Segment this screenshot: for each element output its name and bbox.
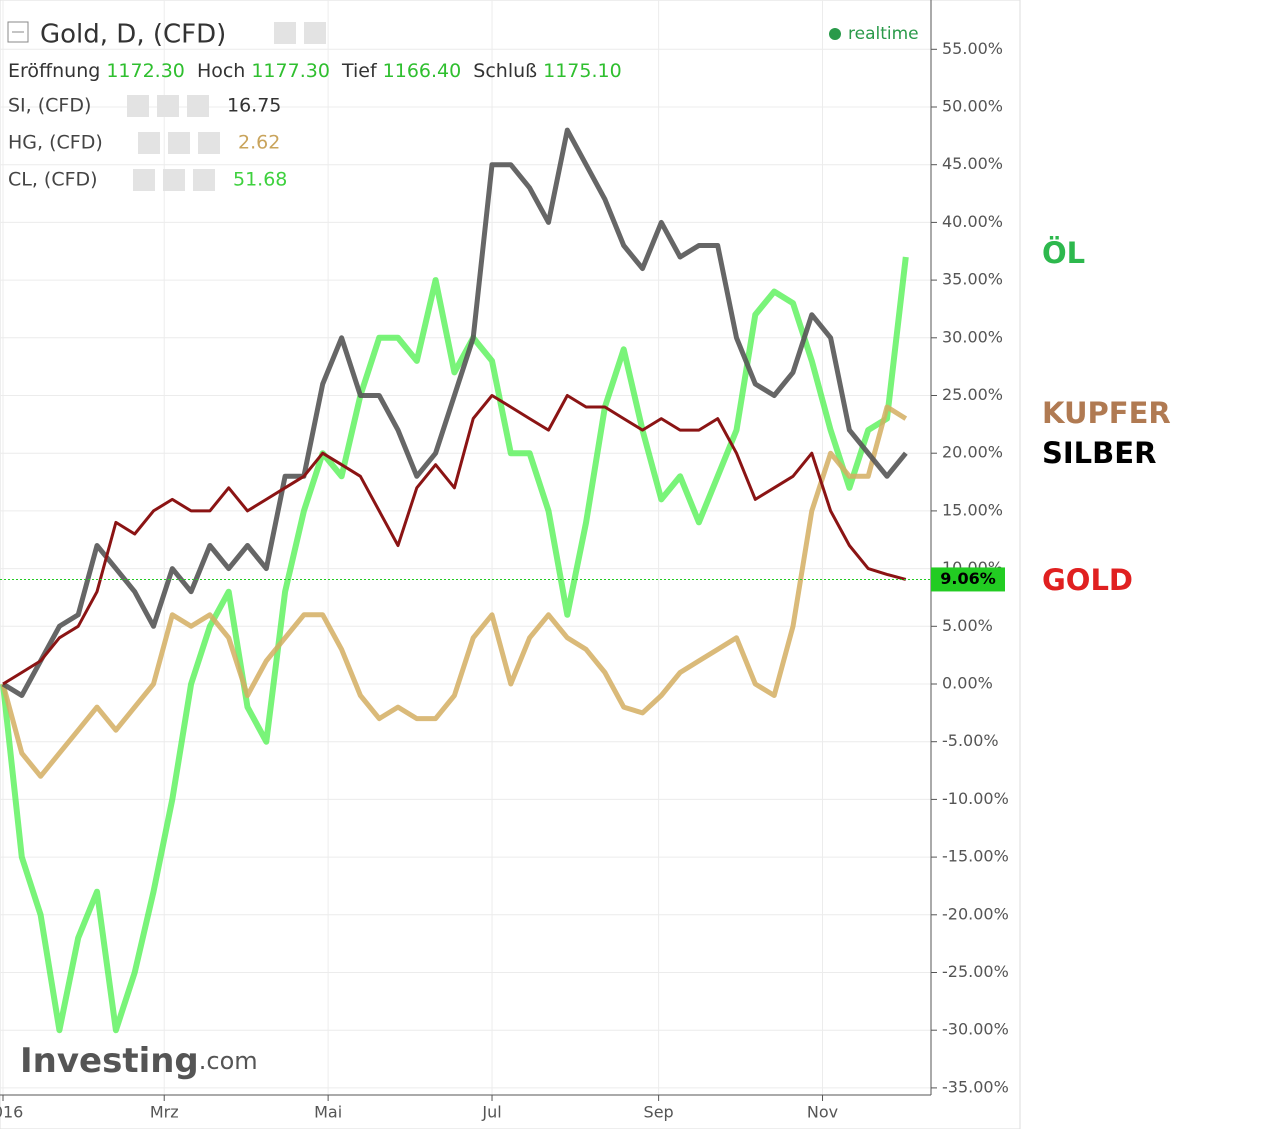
series-line [2, 394, 907, 686]
y-tick-label: -35.00% [942, 1077, 1009, 1096]
legend-label: SILBER [1042, 436, 1156, 470]
chart-title: Gold, D, (CFD) [40, 20, 226, 50]
legend-label: ÖL [1042, 236, 1085, 270]
y-tick-label: 5.00% [942, 616, 993, 635]
overlay-name: HG, (CFD) [8, 132, 103, 154]
overlay-icon[interactable] [168, 132, 190, 154]
status-dot [829, 28, 841, 40]
series-line [0, 404, 908, 779]
legend-label: KUPFER [1042, 396, 1171, 430]
eye-icon[interactable] [274, 22, 296, 44]
y-tick-label: 45.00% [942, 154, 1003, 173]
marker-label: 9.06% [940, 569, 996, 588]
ohlc-label: Tief [341, 60, 378, 82]
ohlc-value: 1177.30 [251, 60, 330, 82]
logo-suffix: .com [199, 1047, 258, 1075]
y-tick-label: -25.00% [942, 962, 1009, 981]
y-tick-label: -30.00% [942, 1020, 1009, 1039]
ohlc-value: 1166.40 [383, 60, 462, 82]
legend-label: GOLD [1042, 563, 1133, 597]
marker-box [931, 567, 1005, 592]
y-tick-label: 15.00% [942, 500, 1003, 519]
collapse-icon[interactable] [7, 21, 29, 43]
ohlc-value: 1172.30 [106, 60, 185, 82]
logo: Investing.com [20, 1041, 258, 1081]
ohlc-label: Eröffnung [8, 60, 100, 82]
y-tick-label: 35.00% [942, 270, 1003, 289]
y-tick-label: 30.00% [942, 327, 1003, 346]
y-tick-label: 55.00% [942, 39, 1003, 58]
overlay-icon[interactable] [157, 95, 179, 117]
ohlc-label: Schluß [473, 60, 537, 82]
y-tick-label: 40.00% [942, 212, 1003, 231]
overlay-value: 16.75 [227, 95, 281, 117]
overlay-name: CL, (CFD) [8, 169, 98, 191]
overlay-icon[interactable] [163, 169, 185, 191]
settings-icon[interactable] [304, 22, 326, 44]
x-tick-label: 2016 [0, 1103, 23, 1122]
overlay-icon[interactable] [133, 169, 155, 191]
ohlc-label: Hoch [197, 60, 245, 82]
overlay-icon[interactable] [187, 95, 209, 117]
y-tick-label: 20.00% [942, 443, 1003, 462]
y-tick-label: 25.00% [942, 385, 1003, 404]
y-tick-label: 0.00% [942, 674, 993, 693]
y-tick-label: -10.00% [942, 789, 1009, 808]
overlay-icon[interactable] [138, 132, 160, 154]
series-line [1, 127, 908, 698]
lines [0, 127, 930, 1034]
x-tick-label: Nov [807, 1103, 838, 1122]
overlays: SI, (CFD) 16.75 HG, (CFD) 2.62 CL, (CFD) 51.6… [8, 95, 287, 191]
series-line [0, 256, 909, 1034]
overlay-value: 51.68 [233, 169, 287, 191]
y-tick-label: -15.00% [942, 847, 1009, 866]
y-tick-label: -20.00% [942, 904, 1009, 923]
overlay-name: SI, (CFD) [8, 95, 91, 117]
x-tick-label: Mai [314, 1103, 342, 1122]
overlay-icon[interactable] [198, 132, 220, 154]
x-tick-label: Jul [481, 1103, 501, 1122]
axes: -35.00% -30.00% -25.00% -20.00% -15.00% -10.0… [0, 39, 1009, 1122]
x-tick-label: Sep [644, 1103, 674, 1122]
legend: GOLD SILBER KUPFER ÖL [1042, 236, 1171, 597]
logo-main: Investing [20, 1041, 199, 1081]
overlay-icon[interactable] [193, 169, 215, 191]
status: realtime [848, 24, 919, 44]
y-tick-label: -5.00% [942, 731, 999, 750]
x-tick-label: Mrz [150, 1103, 179, 1122]
ohlc: Eröffnung 1172.30 Hoch 1177.30 Tief 1166.40… [8, 60, 622, 82]
overlay-value: 2.62 [238, 132, 280, 154]
y-tick-label: 50.00% [942, 97, 1003, 116]
ohlc-value: 1175.10 [543, 60, 622, 82]
overlay-icon[interactable] [127, 95, 149, 117]
